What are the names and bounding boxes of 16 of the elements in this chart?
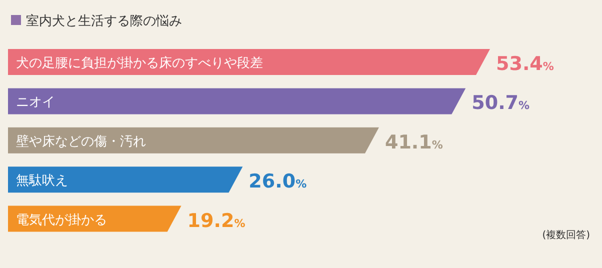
bar: [8, 166, 243, 193]
y-tick-label: 無駄吠え: [16, 174, 68, 189]
bar: [8, 49, 490, 75]
data-label: 26.0%: [248, 170, 307, 193]
chart-title: 室内犬と生活する際の悩み: [26, 13, 182, 29]
data-label: 50.7%: [472, 92, 530, 114]
data-label: 53.4%: [496, 53, 554, 75]
y-tick-label: ニオイ: [16, 95, 55, 110]
y-tick-label: 犬の足腰に負担が掛かる床のすべりや段差: [16, 56, 263, 71]
bar: [8, 88, 466, 114]
y-tick-label: 電気代が掛かる: [16, 212, 107, 228]
data-label: 41.1%: [384, 131, 443, 154]
y-tick-label: 壁や床などの傷・汚れ: [16, 134, 146, 150]
data-label: 19.2%: [187, 210, 246, 232]
text: (複数回答): [542, 229, 590, 241]
bar: [8, 127, 379, 154]
